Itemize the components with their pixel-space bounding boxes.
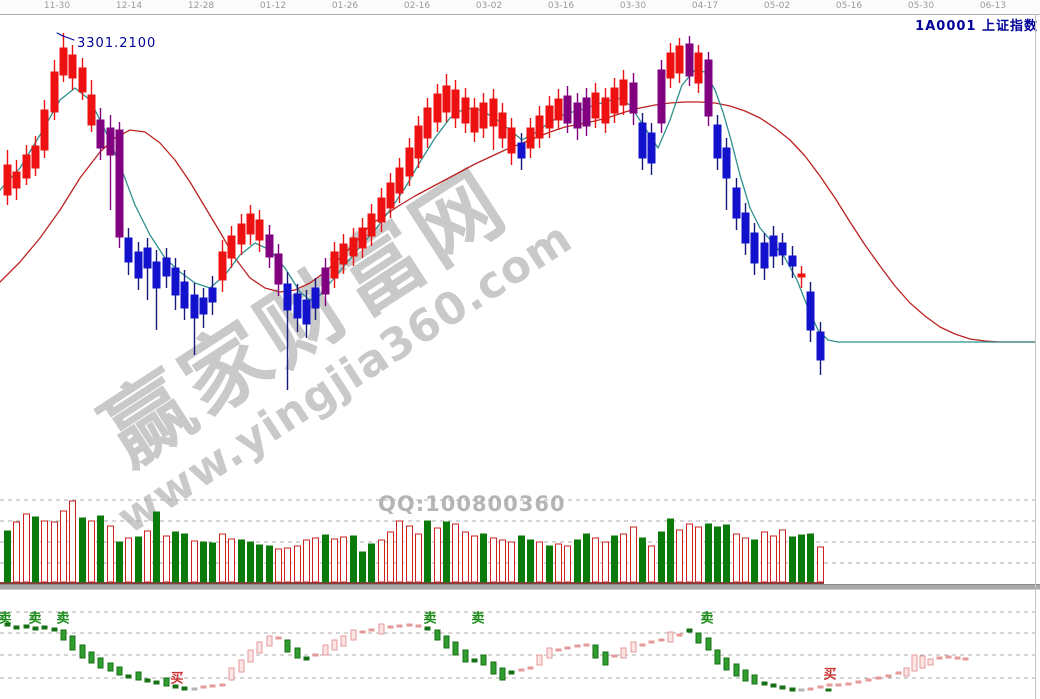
buy-signal-label: 买: [170, 671, 184, 687]
sell-signal-label: 卖: [423, 611, 437, 627]
date-tick-label: 03-02: [475, 1, 503, 11]
date-tick-label: 05-30: [907, 1, 935, 11]
date-tick-label: 12-28: [187, 1, 215, 11]
date-tick-label: 03-30: [619, 1, 647, 11]
date-tick-label: 01-26: [331, 1, 359, 11]
date-tick-label: 03-16: [547, 1, 575, 11]
date-tick-label: 06-13: [979, 1, 1007, 11]
date-tick-label: 02-16: [403, 1, 431, 11]
buy-signal-label: 买: [823, 667, 837, 683]
date-tick-label: 11-30: [43, 1, 71, 11]
peak-price-label: 3301.2100: [77, 36, 157, 51]
date-axis: 11-30 12-14 12-28 01-12 01-26 02-16 03-02 03-16…: [0, 0, 1040, 15]
date-tick-label: 01-12: [259, 1, 287, 11]
sell-signal-label: 卖: [28, 611, 42, 627]
watermark-qq-text: QQ:100800360: [378, 492, 566, 516]
date-tick-label: 12-14: [115, 1, 143, 11]
chart-right-border: [1035, 14, 1036, 699]
date-tick-label: 04-17: [691, 1, 719, 11]
date-tick-label: 05-16: [835, 1, 863, 11]
symbol-title: 1A0001 上证指数: [915, 19, 1038, 34]
sell-signal-label: 卖: [471, 611, 485, 627]
sell-signal-label: 卖: [0, 611, 12, 627]
pane-splitter[interactable]: [0, 584, 1040, 590]
sell-signal-label: 卖: [56, 611, 70, 627]
date-tick-label: 05-02: [763, 1, 791, 11]
sell-signal-label: 卖: [700, 611, 714, 627]
